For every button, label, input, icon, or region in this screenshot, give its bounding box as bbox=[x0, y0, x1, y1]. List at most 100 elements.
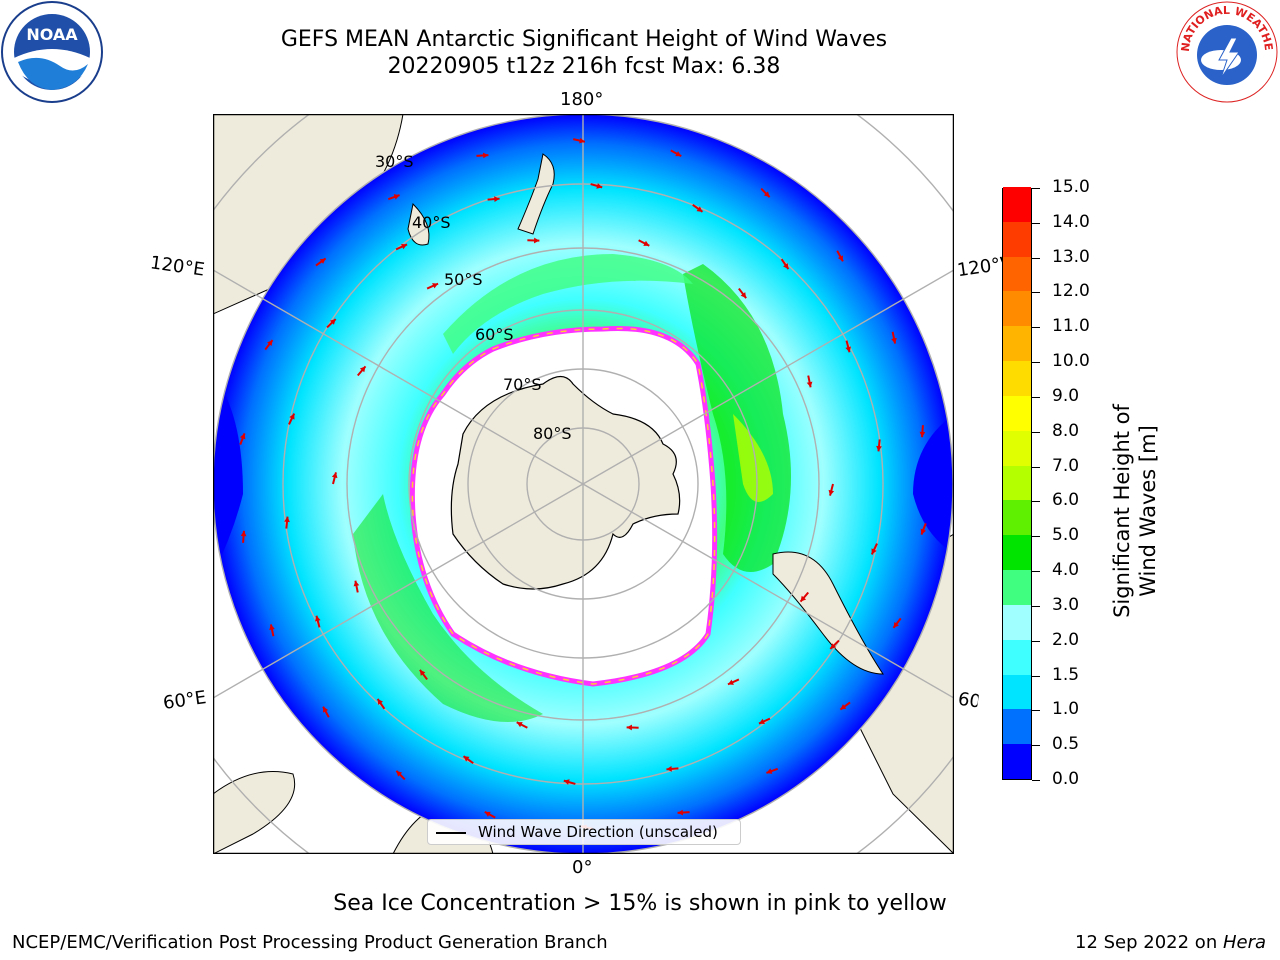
colorbar-segment bbox=[1003, 569, 1031, 605]
wind-wave-arrow-head bbox=[331, 472, 338, 479]
wind-wave-arrow-head bbox=[359, 366, 366, 373]
colorbar-segment bbox=[1003, 708, 1031, 745]
wind-wave-arrow-head bbox=[876, 445, 882, 452]
wind-wave-arrow-head bbox=[419, 669, 426, 676]
wind-wave-arrow-head bbox=[579, 137, 585, 144]
colorbar-tick-mark bbox=[1032, 257, 1040, 259]
wind-wave-arrow-head bbox=[401, 243, 408, 250]
colorbar-tick-label: 9.0 bbox=[1052, 385, 1080, 406]
wind-wave-arrow-head bbox=[828, 489, 835, 496]
colorbar-tick-mark bbox=[1032, 292, 1040, 294]
colorbar-tick-mark bbox=[1032, 466, 1040, 468]
wind-wave-arrow-head bbox=[393, 194, 400, 200]
plot-title-line1: GEFS MEAN Antarctic Significant Height o… bbox=[280, 27, 888, 52]
colorbar-tick-mark bbox=[1032, 640, 1040, 642]
colorbar-tick-label: 8.0 bbox=[1052, 420, 1080, 441]
lon-label-120e: 120°E bbox=[148, 252, 206, 281]
colorbar bbox=[1002, 186, 1032, 780]
wind-wave-arrow-head bbox=[783, 263, 789, 270]
wind-wave-arrow-head bbox=[353, 580, 360, 587]
colorbar-segment bbox=[1003, 256, 1031, 292]
lat-label-40s: 40°S bbox=[412, 213, 451, 232]
plot-title-line2: 20220905 t12z 216h fcst Max: 6.38 bbox=[387, 54, 781, 79]
lat-label-30s: 30°S bbox=[375, 152, 414, 171]
colorbar-tick-mark bbox=[1032, 188, 1040, 189]
wind-wave-arrow-head bbox=[727, 679, 734, 685]
wind-wave-arrow-head bbox=[516, 722, 523, 728]
wind-wave-arrow-head bbox=[534, 237, 540, 244]
colorbar-segment bbox=[1003, 186, 1031, 222]
colorbar-segment bbox=[1003, 395, 1031, 431]
colorbar-tick-label: 0.5 bbox=[1052, 734, 1080, 755]
colorbar-segment bbox=[1003, 639, 1031, 675]
wind-wave-arrows bbox=[239, 137, 927, 831]
wind-wave-arrow-head bbox=[269, 624, 275, 631]
wind-wave-arrow-head bbox=[840, 704, 847, 710]
wind-wave-arrow-head bbox=[806, 381, 813, 388]
wind-wave-arrow-head bbox=[919, 431, 926, 438]
colorbar-tick-label: 1.5 bbox=[1052, 664, 1080, 685]
colorbar-segment bbox=[1003, 221, 1031, 257]
wind-wave-arrow-head bbox=[766, 768, 773, 774]
colorbar-tick-mark bbox=[1032, 605, 1040, 607]
wind-wave-arrow-head bbox=[920, 528, 927, 535]
wind-wave-arrow-head bbox=[596, 183, 603, 189]
colorbar-tick-label: 7.0 bbox=[1052, 455, 1080, 476]
colorbar-segment bbox=[1003, 743, 1031, 779]
lon-label-60w: 60°W bbox=[956, 688, 980, 713]
wind-wave-arrow-head bbox=[396, 770, 403, 777]
wind-wave-arrow-head bbox=[845, 346, 851, 353]
wind-wave-arrow-head bbox=[800, 595, 807, 602]
legend-line-swatch bbox=[436, 832, 466, 834]
wind-wave-arrow-head bbox=[675, 151, 682, 157]
colorbar-tick-label: 3.0 bbox=[1052, 594, 1080, 615]
colorbar-tick-mark bbox=[1032, 571, 1040, 573]
wind-wave-arrow-head bbox=[626, 724, 632, 731]
wind-wave-arrow-head bbox=[284, 516, 290, 523]
colorbar-segment bbox=[1003, 499, 1031, 536]
lon-label-180: 180° bbox=[560, 89, 604, 110]
colorbar-tick-mark bbox=[1032, 501, 1040, 503]
nws-logo: NATIONAL WEATHER SERVICE bbox=[1175, 0, 1278, 103]
footer-date: 12 Sep 2022 on Hera bbox=[1075, 932, 1266, 953]
colorbar-segment bbox=[1003, 534, 1031, 571]
wind-wave-arrow-head bbox=[763, 191, 770, 198]
colorbar-tick-label: 6.0 bbox=[1052, 490, 1080, 511]
colorbar-tick-label: 12.0 bbox=[1052, 281, 1090, 302]
wind-wave-arrow-head bbox=[432, 283, 439, 289]
lat-label-60s: 60°S bbox=[475, 325, 514, 344]
wind-wave-arrow-head bbox=[740, 292, 747, 299]
colorbar-segment bbox=[1003, 430, 1031, 466]
wind-wave-arrow-head bbox=[891, 337, 897, 344]
wind-wave-arrow-head bbox=[643, 240, 650, 246]
wind-wave-arrow-head bbox=[893, 621, 899, 628]
wind-wave-arrow-head bbox=[837, 255, 843, 262]
colorbar-tick-mark bbox=[1032, 222, 1040, 224]
wind-wave-arrow-head bbox=[289, 413, 295, 420]
colorbar-tick-label: 4.0 bbox=[1052, 560, 1080, 581]
map-legend: Wind Wave Direction (unscaled) bbox=[427, 819, 741, 845]
colorbar-tick-mark bbox=[1032, 327, 1040, 329]
colorbar-segment bbox=[1003, 604, 1031, 640]
lon-label-60e: 60°E bbox=[161, 687, 208, 714]
colorbar-tick-label: 11.0 bbox=[1052, 316, 1090, 337]
wind-wave-arrow-head bbox=[267, 340, 273, 347]
wind-wave-arrow-head bbox=[696, 206, 703, 212]
colorbar-tick-label: 14.0 bbox=[1052, 211, 1090, 232]
colorbar-tick-mark bbox=[1032, 710, 1040, 712]
colorbar-tick-label: 1.0 bbox=[1052, 699, 1080, 720]
wind-wave-arrow-head bbox=[482, 152, 489, 159]
colorbar-tick-mark bbox=[1032, 675, 1040, 677]
wind-wave-arrow-head bbox=[830, 643, 837, 649]
wind-wave-arrow-head bbox=[319, 258, 326, 264]
lat-label-70s: 70°S bbox=[503, 375, 542, 394]
colorbar-tick-label: 10.0 bbox=[1052, 351, 1090, 372]
colorbar-segment bbox=[1003, 674, 1031, 710]
colorbar-tick-label: 13.0 bbox=[1052, 246, 1090, 267]
footer-date-text: 12 Sep 2022 on bbox=[1075, 932, 1223, 953]
colorbar-segment bbox=[1003, 360, 1031, 396]
wind-wave-arrow-head bbox=[323, 706, 329, 713]
colorbar-tick-label: 0.0 bbox=[1052, 769, 1080, 789]
colorbar-tick-mark bbox=[1032, 536, 1040, 538]
colorbar-tick-mark bbox=[1032, 362, 1040, 364]
